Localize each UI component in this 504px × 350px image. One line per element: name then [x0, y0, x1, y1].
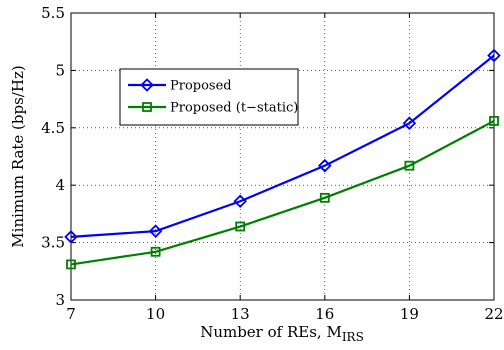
grid [71, 13, 494, 300]
y-axis-label: Minimum Rate (bps/Hz) [9, 65, 27, 247]
data-point-diamond [64, 230, 78, 244]
series-1 [64, 48, 501, 244]
x-tick-label: 19 [400, 305, 419, 323]
data-point-diamond [487, 48, 501, 63]
legend-entry: Proposed (t−static) [128, 101, 298, 116]
legend-entry: Proposed [128, 78, 232, 94]
data-point-square [235, 221, 246, 232]
data-point-diamond [402, 116, 417, 130]
series-line [70, 119, 495, 266]
data-point-square [319, 192, 330, 203]
series-2 [66, 116, 499, 270]
data-point-diamond [318, 158, 332, 173]
y-tick-label: 5.5 [41, 4, 65, 22]
x-axis-label: Number of REs, MIRS [200, 323, 364, 344]
x-tick-label: 7 [66, 305, 76, 323]
series-line [70, 54, 495, 238]
data-point-square [142, 102, 152, 112]
axis-ticks: 7 10 13 16 19 22 3 3.5 4 4.5 5 5.5 [41, 4, 503, 323]
x-tick-label: 10 [146, 305, 165, 323]
data-series [64, 48, 501, 270]
y-tick-label: 4.5 [41, 119, 65, 137]
y-tick-label: 5 [55, 61, 65, 79]
data-point-diamond [148, 224, 163, 238]
data-point-square [489, 116, 499, 126]
data-point-diamond [140, 78, 154, 92]
plot-area [70, 12, 495, 301]
legend: Proposed Proposed (t−static) [119, 68, 299, 126]
y-tick-label: 3.5 [41, 234, 65, 252]
data-point-square [66, 259, 76, 270]
data-point-square [404, 160, 415, 171]
y-tick-label: 4 [55, 176, 65, 194]
legend-box [119, 68, 299, 126]
x-axis-label-text: Number of REs, M [200, 323, 342, 341]
data-point-diamond [233, 194, 247, 209]
y-tick-label: 3 [55, 291, 65, 309]
data-point-square [150, 246, 161, 257]
x-tick-label: 16 [315, 305, 334, 323]
legend-label: Proposed (t−static) [170, 101, 298, 116]
x-tick-label: 13 [231, 305, 250, 323]
legend-entries: Proposed Proposed (t−static) [128, 78, 298, 116]
legend-label: Proposed [170, 79, 232, 94]
x-tick-label: 22 [484, 305, 503, 323]
x-axis-label-subscript: IRS [342, 330, 364, 344]
